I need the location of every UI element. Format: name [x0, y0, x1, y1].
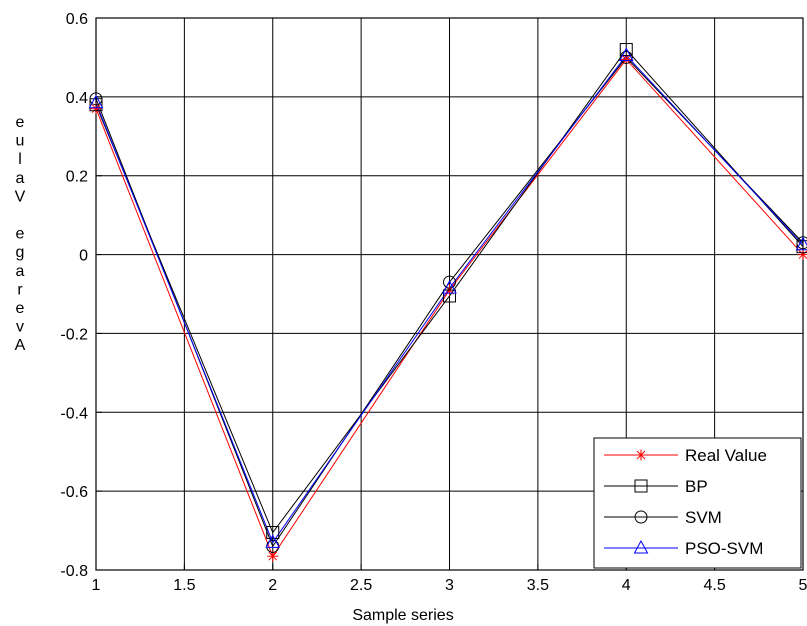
data-point-svm: [443, 275, 456, 289]
y-tick-label: -0.6: [60, 484, 88, 501]
data-point-svm: [619, 50, 633, 64]
y-tick-label: -0.4: [60, 405, 88, 422]
y-tick-label: 0.4: [66, 90, 88, 107]
data-point-bp: [266, 526, 280, 540]
x-tick-labels: 1 1.5 2 2.5 3 3.5 4 4.5 5: [92, 577, 807, 594]
legend: Real Value BP SVM PSO-SVM: [593, 437, 802, 569]
legend-label: Real Value: [685, 446, 767, 465]
series-markers: [88, 43, 807, 562]
data-point-pso-svm: [88, 94, 104, 109]
y-tick-label: -0.8: [60, 563, 88, 580]
legend-label: PSO-SVM: [685, 539, 763, 558]
legend-marker: [633, 539, 649, 554]
y-tick-label: 0.2: [66, 169, 88, 186]
data-point-pso-svm: [442, 280, 457, 294]
y-tick-label: 0: [79, 248, 88, 265]
data-point-bp: [796, 240, 807, 254]
legend-item-pso-svm: PSO-SVM: [604, 539, 763, 558]
legend-item-bp: BP: [604, 477, 708, 496]
data-point-bp: [89, 98, 103, 112]
data-point-pso-svm: [265, 534, 281, 548]
y-tick-label: -0.2: [60, 326, 88, 343]
x-tick-label: 5: [799, 577, 807, 594]
y-tick-label: 0.6: [66, 11, 88, 28]
x-tick-label: 2.5: [350, 577, 372, 594]
legend-marker: [635, 449, 647, 461]
x-axis-label: Sample series: [352, 607, 453, 624]
x-tick-label: 1.5: [173, 577, 195, 594]
data-point-pso-svm: [618, 47, 634, 61]
x-tick-label: 3: [445, 577, 454, 594]
x-tick-label: 1: [92, 577, 101, 594]
legend-marker: [634, 510, 648, 524]
data-point-bp: [619, 43, 633, 57]
data-point-pso-svm: [795, 236, 807, 251]
series-line-bp: [95, 48, 804, 534]
legend-label: SVM: [685, 508, 722, 527]
x-tick-label: 3.5: [527, 577, 549, 594]
x-tick-label: 4: [622, 577, 631, 594]
data-point-real-value: [267, 550, 279, 562]
data-point-bp: [443, 289, 456, 303]
data-point-svm: [89, 92, 103, 106]
legend-item-real-value: Real Value: [604, 446, 767, 465]
data-point-real-value: [797, 249, 807, 261]
legend-item-svm: SVM: [604, 508, 722, 527]
y-tick-labels: 0.6 0.4 0.2 0 -0.2 -0.4 -0.6 -0.8: [60, 11, 88, 580]
legend-box: [593, 437, 802, 569]
legend-marker: [634, 479, 648, 493]
legend-label: BP: [685, 477, 708, 496]
x-tick-label: 4.5: [704, 577, 726, 594]
x-tick-label: 2: [268, 577, 277, 594]
